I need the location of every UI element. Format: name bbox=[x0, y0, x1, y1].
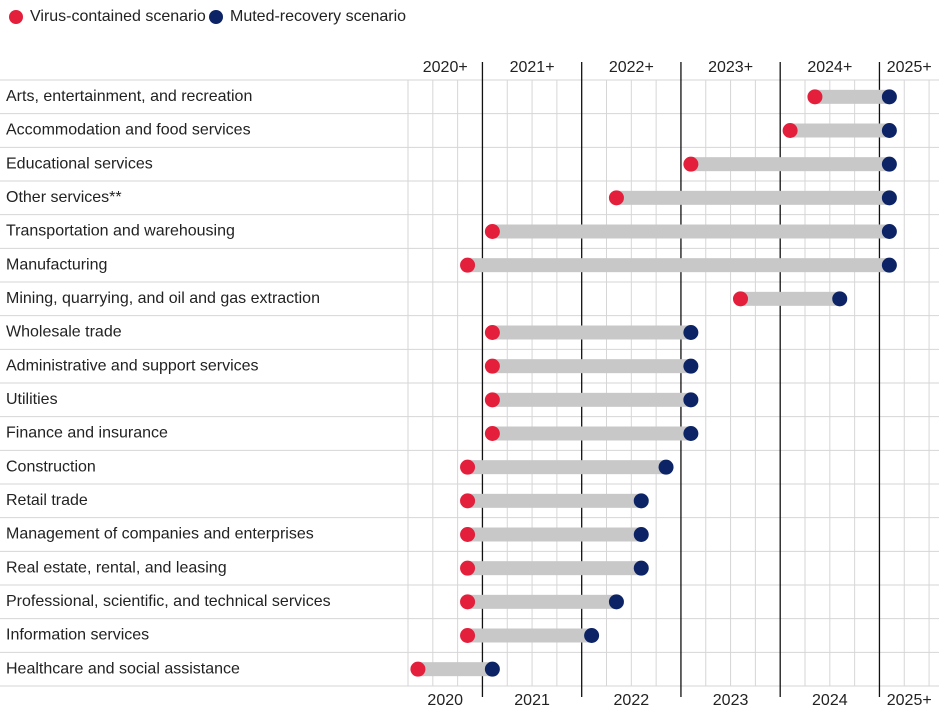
dot bbox=[782, 123, 798, 138]
category-label: Other services** bbox=[6, 189, 122, 206]
range-bar bbox=[467, 594, 617, 609]
category-label: Information services bbox=[6, 627, 149, 644]
x-tick-label: 2021 bbox=[514, 692, 550, 709]
range-bar bbox=[740, 291, 840, 306]
dot bbox=[881, 190, 897, 206]
category-label: Arts, entertainment, and recreation bbox=[6, 88, 252, 105]
dot bbox=[732, 291, 748, 307]
category-label: Construction bbox=[6, 458, 96, 475]
x-tick-label: 2020 bbox=[427, 692, 463, 709]
dot bbox=[881, 89, 897, 105]
category-label: Mining, quarrying, and oil and gas extra… bbox=[6, 290, 320, 307]
category-label: Finance and insurance bbox=[6, 425, 168, 442]
dot bbox=[683, 358, 699, 374]
range-bar bbox=[467, 258, 890, 273]
category-label: Utilities bbox=[6, 391, 58, 408]
range-bar bbox=[790, 123, 890, 138]
x-tick-label-top: 2023+ bbox=[708, 59, 753, 76]
dot bbox=[683, 426, 699, 441]
dot bbox=[484, 224, 500, 239]
range-bar bbox=[467, 493, 642, 508]
range-bar bbox=[492, 392, 691, 407]
dot bbox=[484, 392, 500, 408]
dot bbox=[484, 358, 500, 374]
dot bbox=[683, 392, 699, 408]
dot bbox=[460, 527, 476, 542]
x-tick-label-top: 2021+ bbox=[510, 59, 555, 76]
dot bbox=[633, 527, 649, 542]
dot bbox=[881, 156, 897, 172]
dot bbox=[484, 325, 500, 340]
legend-label: Virus-contained scenario bbox=[30, 8, 206, 25]
dot bbox=[633, 560, 649, 576]
category-label: Healthcare and social assistance bbox=[6, 660, 240, 677]
dot bbox=[881, 224, 897, 239]
dot bbox=[633, 493, 649, 509]
dot bbox=[683, 325, 699, 340]
dot bbox=[832, 291, 848, 307]
dot bbox=[608, 594, 624, 610]
dot bbox=[410, 661, 426, 677]
dot bbox=[807, 89, 823, 105]
range-bar bbox=[492, 426, 691, 441]
dot bbox=[460, 493, 476, 509]
category-label: Professional, scientific, and technical … bbox=[6, 593, 331, 610]
range-bar bbox=[467, 628, 592, 643]
range-bar bbox=[467, 527, 642, 542]
dot bbox=[460, 560, 476, 576]
category-label: Transportation and warehousing bbox=[6, 223, 235, 240]
category-label: Manufacturing bbox=[6, 256, 107, 273]
category-label: Educational services bbox=[6, 155, 153, 172]
category-label: Retail trade bbox=[6, 492, 88, 509]
dot bbox=[484, 426, 500, 441]
legend-marker bbox=[209, 10, 223, 24]
dot bbox=[584, 628, 600, 643]
range-bar bbox=[690, 157, 890, 172]
range-bar bbox=[492, 224, 890, 239]
dot bbox=[460, 459, 476, 475]
category-label: Wholesale trade bbox=[6, 324, 122, 341]
x-tick-label-top: 2020+ bbox=[423, 59, 468, 76]
range-bar bbox=[616, 190, 890, 205]
dot bbox=[460, 594, 476, 610]
range-bar bbox=[492, 359, 691, 374]
dot bbox=[683, 156, 699, 172]
x-tick-label: 2023 bbox=[713, 692, 749, 709]
range-bar bbox=[467, 460, 667, 475]
range-bar bbox=[467, 561, 642, 576]
dot bbox=[881, 123, 897, 138]
range-bar bbox=[492, 325, 691, 340]
dot bbox=[658, 459, 674, 475]
x-tick-label-top: 2025+ bbox=[887, 59, 932, 76]
dot bbox=[460, 257, 476, 273]
dot bbox=[608, 190, 624, 206]
x-tick-label-top: 2022+ bbox=[609, 59, 654, 76]
category-label: Administrative and support services bbox=[6, 357, 259, 374]
x-tick-label: 2025+ bbox=[887, 692, 932, 709]
category-label: Management of companies and enterprises bbox=[6, 526, 314, 543]
x-tick-label: 2022 bbox=[614, 692, 650, 709]
dot bbox=[484, 661, 500, 677]
category-label: Real estate, rental, and leasing bbox=[6, 559, 227, 576]
legend-marker bbox=[9, 10, 23, 24]
dot bbox=[881, 257, 897, 273]
x-tick-label-top: 2024+ bbox=[807, 59, 852, 76]
category-label: Accommodation and food services bbox=[6, 122, 251, 139]
dot bbox=[460, 628, 476, 643]
x-tick-label: 2024 bbox=[812, 692, 848, 709]
range-bar bbox=[417, 662, 493, 677]
legend-label: Muted-recovery scenario bbox=[230, 8, 406, 25]
range-bar bbox=[814, 89, 890, 104]
